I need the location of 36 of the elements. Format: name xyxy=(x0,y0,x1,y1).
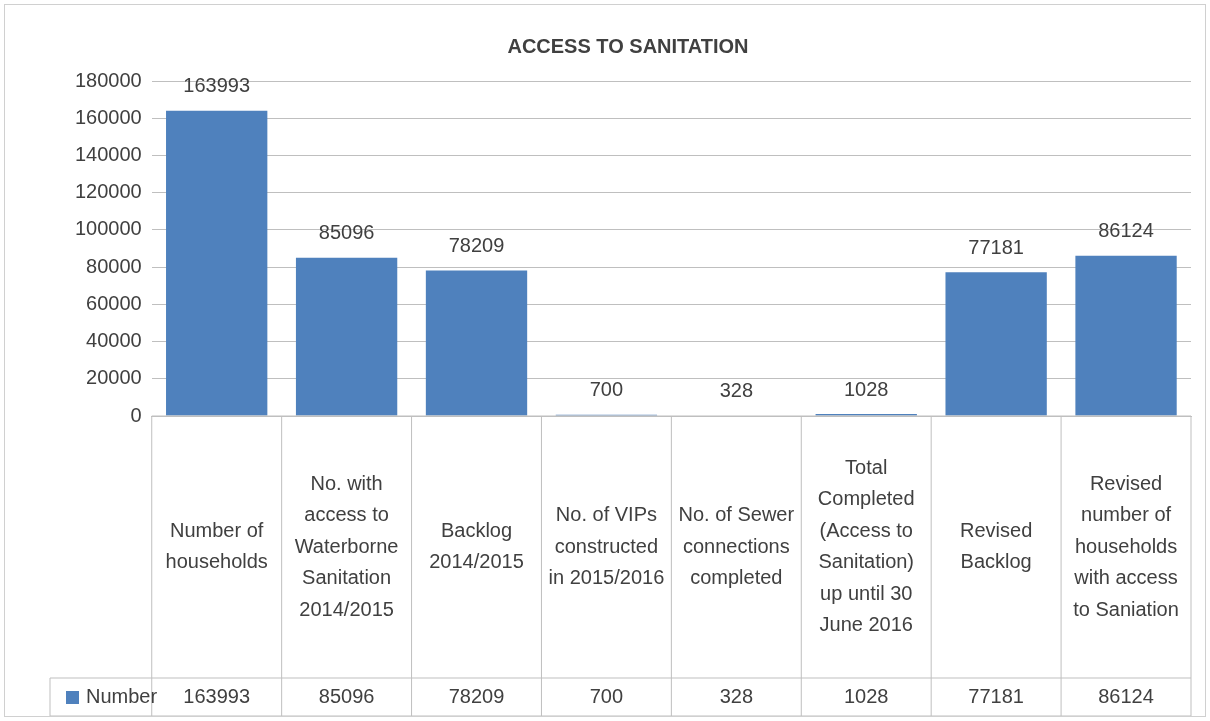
data-label: 78209 xyxy=(448,684,505,707)
x-tick-label: No. with access to Waterborne Sanitation 2014/2015 xyxy=(294,471,399,620)
legend-label: Number xyxy=(86,684,158,707)
data-label: 328 xyxy=(719,684,754,707)
y-tick-label: 160000 xyxy=(74,105,142,128)
annotation: 85096 xyxy=(318,221,375,244)
chart-title: ACCESS TO SANITATION xyxy=(507,34,749,57)
data-label: 163993 xyxy=(183,684,251,707)
x-tick-label: Revised number of households with access to Saniation xyxy=(1073,471,1179,620)
annotation: 86124 xyxy=(1098,219,1154,242)
y-tick-label: 20000 xyxy=(86,366,142,389)
y-tick-label: 120000 xyxy=(74,180,142,203)
annotation: 77181 xyxy=(968,235,1024,258)
x-tick-label: No. of Sewer connections completed xyxy=(678,503,795,589)
y-tick-label: 80000 xyxy=(86,254,142,277)
x-tick-label: Backlog 2014/2015 xyxy=(429,518,524,573)
data-label: 77181 xyxy=(968,684,1024,707)
data-label: 86124 xyxy=(1098,684,1154,707)
annotation: 163993 xyxy=(183,74,251,97)
data-label: 85096 xyxy=(318,684,375,707)
y-tick-label: 180000 xyxy=(74,68,142,91)
annotation: 700 xyxy=(589,378,624,401)
x-tick-label: Total Completed (Access to Sanitation) up until 30 June 2016 xyxy=(817,455,915,636)
y-tick-label: 0 xyxy=(130,403,142,426)
x-tick-label: Revised Backlog xyxy=(960,518,1033,573)
annotation: 328 xyxy=(719,378,754,401)
x-tick-label: No. of VIPs constructed in 2015/2016 xyxy=(548,503,665,589)
y-tick-label: 40000 xyxy=(86,329,142,352)
y-tick-label: 140000 xyxy=(74,142,142,165)
y-tick-label: 100000 xyxy=(74,217,142,240)
annotation: 1028 xyxy=(843,377,889,400)
data-label: 1028 xyxy=(843,684,889,707)
data-label: 700 xyxy=(589,684,624,707)
x-tick-label: Number of households xyxy=(165,518,268,573)
y-tick-label: 60000 xyxy=(86,291,142,314)
annotation: 78209 xyxy=(448,233,505,256)
